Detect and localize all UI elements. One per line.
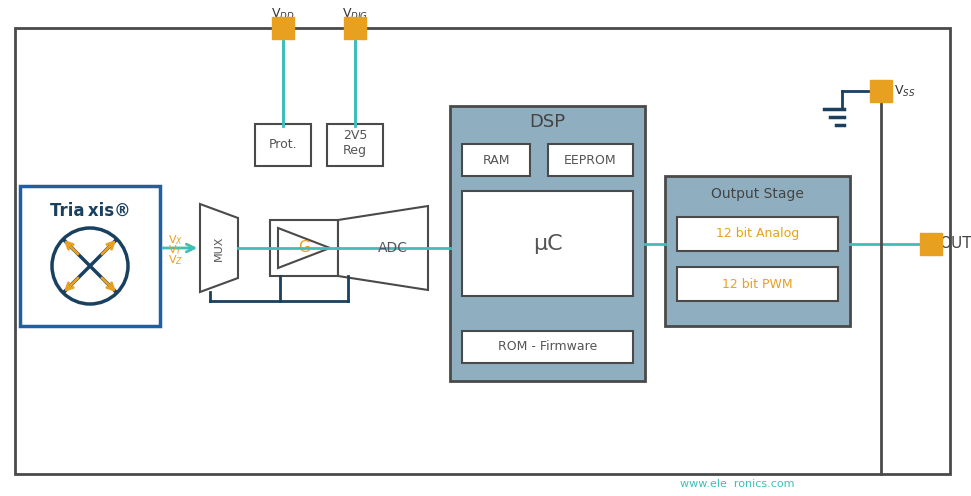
Text: V$_Z$: V$_Z$ <box>168 253 184 267</box>
Bar <box>870 80 892 102</box>
Text: RAM: RAM <box>483 153 510 167</box>
Bar <box>344 17 366 39</box>
Bar <box>920 233 942 254</box>
Polygon shape <box>278 228 330 268</box>
Text: Output Stage: Output Stage <box>711 187 804 201</box>
Bar <box>15 28 950 474</box>
Text: MUX: MUX <box>214 235 224 261</box>
Text: V$_X$: V$_X$ <box>168 233 184 247</box>
Polygon shape <box>338 206 428 290</box>
Text: 12 bit Analog: 12 bit Analog <box>716 228 799 241</box>
Text: EEPROM: EEPROM <box>564 153 617 167</box>
Bar <box>272 17 294 39</box>
Bar <box>327 124 383 166</box>
Text: Tria xis®: Tria xis® <box>50 202 130 220</box>
Text: μC: μC <box>533 234 562 253</box>
Text: G: G <box>298 241 310 255</box>
Bar <box>450 106 645 381</box>
Bar <box>677 267 838 301</box>
Bar <box>677 217 838 251</box>
Text: V$_{SS}$: V$_{SS}$ <box>894 83 916 99</box>
Bar <box>665 176 850 326</box>
Polygon shape <box>200 204 238 292</box>
Text: ADC: ADC <box>378 241 408 255</box>
Bar <box>462 144 530 176</box>
Text: Prot.: Prot. <box>269 138 297 151</box>
Text: V$_Y$: V$_Y$ <box>168 243 183 257</box>
Bar <box>255 124 311 166</box>
Text: www.ele  ronics.com: www.ele ronics.com <box>680 479 794 489</box>
Text: 2V5
Reg: 2V5 Reg <box>343 129 367 157</box>
Bar <box>462 191 633 296</box>
Text: V$_{DD}$: V$_{DD}$ <box>271 6 295 21</box>
Bar <box>270 220 338 276</box>
Bar <box>462 331 633 363</box>
Text: ROM - Firmware: ROM - Firmware <box>498 340 597 354</box>
Text: OUT: OUT <box>939 236 971 251</box>
Text: 12 bit PWM: 12 bit PWM <box>722 277 792 291</box>
Bar <box>548 144 633 176</box>
Text: V$_{DIG}$: V$_{DIG}$ <box>342 6 368 21</box>
Text: DSP: DSP <box>529 113 565 131</box>
Bar <box>20 186 160 326</box>
